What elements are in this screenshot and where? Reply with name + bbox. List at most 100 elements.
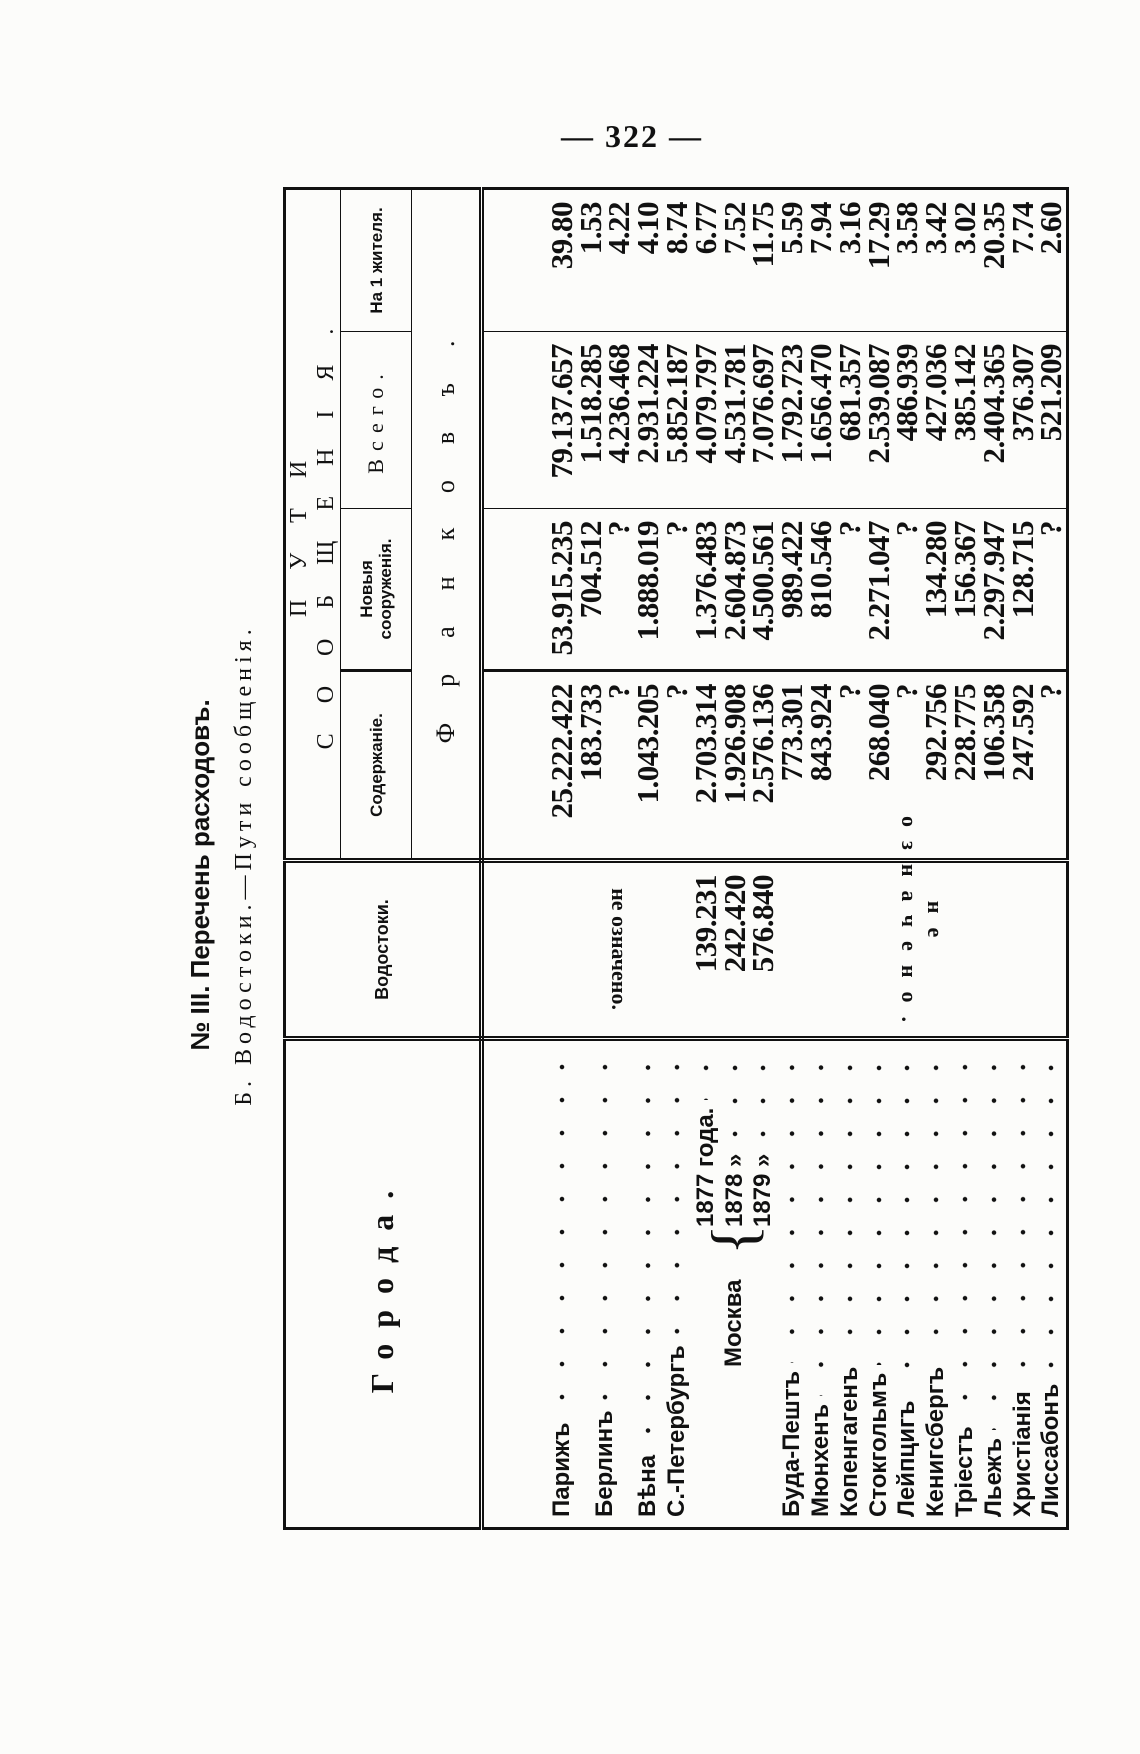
table-row: 1877 года. 139.231 2.703.314 1.376.483 4.079… [688,188,723,1529]
city-cell: Копенгагенъ [835,1038,865,1529]
city-label-wrap: Христіанія [1009,1041,1037,1527]
empty-cell [1065,1038,1068,1529]
city-label-wrap: 1877 года. [692,1041,720,1527]
new-works-cell: ? [832,508,867,671]
city-label-wrap: Вѣна [634,1041,662,1527]
empty-cell [481,860,548,1039]
city-name: Лейпцигъ [893,1400,921,1517]
city-cell: Парижъ [547,1038,577,1529]
city-cell: 1879 » [749,1038,778,1529]
city-group-name: Москва [720,1279,748,1367]
upkeep-cell: 1.043.205 [630,670,665,861]
upkeep-cell: ? [832,670,867,861]
dot-leader [643,1051,654,1447]
header-unit: Франковъ. [411,188,482,861]
upkeep-cell: 183.733 [573,670,608,861]
city-label-wrap: Буда-Пештъ [778,1041,806,1527]
empty-cell [481,1038,548,1529]
city-name: 1878 » [720,1153,748,1227]
city-name: С.-Петербургъ [663,1345,691,1517]
city-label-wrap: Лейпцигъ [893,1041,921,1527]
dot-leader [556,1051,567,1415]
city-label-wrap: Парижъ [548,1041,576,1527]
dot-leader [1046,1051,1057,1376]
dot-leader [672,1051,683,1338]
header-upkeep: Содержаніе. [340,670,412,861]
dot-leader [700,1051,711,1100]
dot-leader [931,1051,942,1359]
header-paths: ПУТИ СООБЩЕНІЯ. [284,188,341,861]
drains-cell: не означено. [547,860,692,1039]
document-subtitle: Б. Водостоки.—Пути сообщенія. [231,624,257,1106]
city-label-wrap: С.-Петербургъ [663,1041,691,1527]
upkeep-cell: 25.222.422 [544,670,579,861]
empty-cell [481,188,548,332]
city-name: 1879 » [749,1153,777,1227]
table-row: Копенгагенъ?? 681.357 3.16 [832,188,867,1529]
empty-cell [1065,670,1068,861]
header-per-capita: На 1 жителя. [340,188,412,332]
table-row: Лиссабонъ?? 521.209 2.60 [1033,188,1068,1529]
city-name: Льежъ [979,1437,1007,1517]
rotated-table-block: № III. Перечень расходовъ. Б. Водостоки.… [185,186,1070,1530]
city-label-wrap: Копенгагенъ [836,1041,864,1527]
dot-leader [787,1051,798,1363]
per-capita-cell: 3.16 [832,188,867,332]
city-name: Копенгагенъ [835,1366,863,1517]
total-cell: 4.079.797 [688,331,723,509]
new-works-cell: 2.297.947 [976,508,1011,671]
upkeep-cell: ? [1033,670,1068,861]
per-capita-cell: 6.77 [688,188,723,332]
dot-leader [902,1051,913,1393]
city-cell: Лиссабонъ [1037,1038,1066,1529]
dot-leader [816,1051,827,1396]
header-new-works: Новыя сооруженія. [340,508,412,671]
dot-leader [1017,1051,1028,1384]
upkeep-cell: 268.040 [861,670,896,861]
city-name: Вѣна [634,1454,662,1517]
city-name: Парижъ [547,1422,575,1517]
city-name: Христіанія [1008,1391,1036,1517]
city-cell: Буда-Пештъ [777,1038,807,1529]
city-label-wrap: Берлинъ [591,1041,619,1527]
total-cell: 521.209 [1033,331,1068,509]
city-cell: Лейпцигъ [893,1038,922,1529]
upkeep-cell: 2.703.314 [688,670,723,861]
total-cell: 2.404.365 [976,331,1011,509]
city-name: Лиссабонъ [1037,1383,1065,1517]
city-cell: Тріестъ [950,1038,980,1529]
table-row: Парижъ не означено. 25.222.422 53.915.235 79… [544,188,692,1529]
empty-cell [481,670,548,861]
header-cities: Города. [284,1038,482,1529]
city-name: Кенигсбергъ [922,1366,950,1517]
city-label-wrap: Тріестъ [951,1041,979,1527]
page-number: — 322 — [561,118,703,154]
city-cell: С.-Петербургъ [662,1038,692,1529]
city-label-wrap: 1879 » [749,1041,777,1527]
empty-cell [481,508,548,671]
total-cell: 681.357 [832,331,867,509]
city-name: Мюнхенъ [807,1403,835,1517]
upkeep-cell: 843.924 [803,670,838,861]
per-capita-cell: 20.35 [976,188,1011,332]
drains-cell: не означено. [777,816,1066,1039]
city-label-wrap: Кенигсбергъ [922,1041,950,1527]
city-label-wrap: Лиссабонъ [1037,1041,1065,1527]
city-cell: Льежъ [979,1038,1009,1529]
header-total: Всего. [340,331,412,509]
per-capita-cell: 39.80 [544,188,579,332]
spacer-row [481,188,548,1529]
city-cell: Вѣна [633,1038,663,1529]
dot-leader [729,1051,740,1146]
expenses-table: Города. Водостоки. ПУТИ СООБЩЕНІЯ. Содер… [283,186,1069,1530]
table-row: Льежъ 106.358 2.297.947 2.404.365 20.35 [976,188,1011,1529]
empty-cell [481,331,548,509]
total-cell: 79.137.657 [544,331,579,509]
per-capita-cell: 2.60 [1033,188,1068,332]
dot-leader [844,1051,855,1359]
dot-leader [600,1051,611,1403]
city-label-wrap: Мюнхенъ [807,1041,835,1527]
drains-cell: 139.231 [688,860,723,1039]
city-name: 1877 года. [691,1107,719,1227]
dot-leader [873,1051,884,1365]
